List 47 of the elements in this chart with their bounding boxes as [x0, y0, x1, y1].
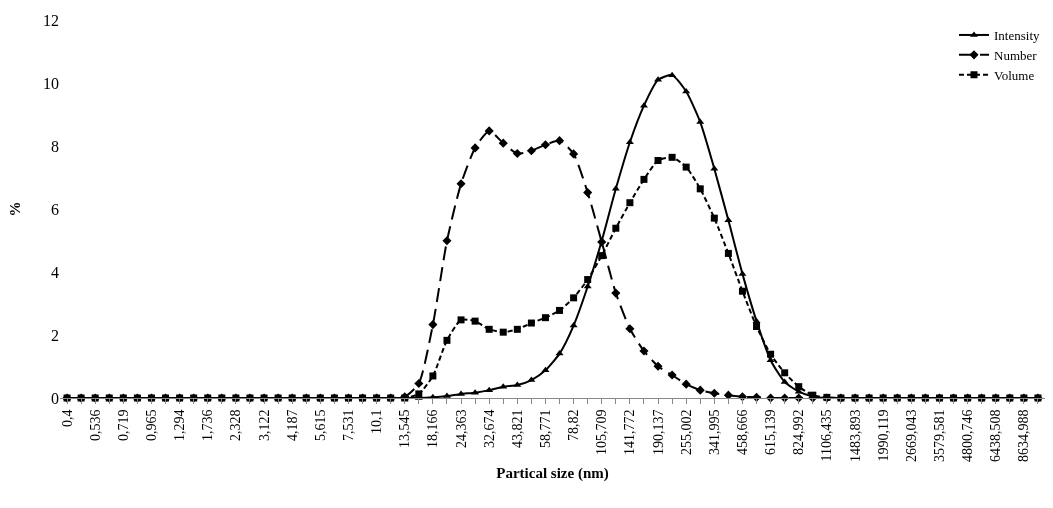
x-tick-label: 24,363: [453, 409, 469, 449]
x-tick-label: 0,719: [115, 409, 131, 442]
y-tick-label: 8: [51, 137, 59, 155]
x-tick-label: 3,122: [256, 409, 272, 442]
x-tick-label: 78,82: [566, 409, 582, 442]
x-tick-label: 43,821: [509, 409, 525, 449]
x-tick-label: 1,294: [172, 409, 188, 442]
x-tick-label: 0,536: [87, 409, 103, 442]
x-tick-label: 4800,746: [960, 409, 976, 463]
x-tick-label: 0,4: [59, 409, 75, 428]
x-tick-label: 615,139: [763, 409, 779, 456]
x-tick-label: 0,965: [144, 409, 160, 442]
x-tick-label: 105,709: [594, 409, 610, 456]
x-tick-label: 141,772: [622, 409, 638, 456]
x-tick-label: 1990,119: [875, 409, 891, 462]
x-tick-label: 2,328: [228, 409, 244, 442]
x-tick-label: 6438,508: [988, 409, 1004, 463]
x-tick-label: 7,531: [341, 409, 357, 442]
x-tick-label: 1483,893: [847, 409, 863, 463]
x-tick-label: 190,137: [650, 409, 666, 456]
x-tick-label: 13,545: [397, 409, 413, 449]
legend-label: Number: [994, 47, 1038, 63]
x-tick-label: 18,166: [425, 409, 441, 449]
y-axis-title: %: [7, 201, 23, 217]
x-tick-label: 1,736: [200, 409, 216, 442]
y-tick-label: 10: [43, 74, 59, 92]
x-tick-label: 341,995: [706, 409, 722, 456]
x-tick-label: 5,615: [312, 409, 328, 442]
x-tick-label: 824,992: [791, 409, 807, 456]
x-tick-label: 4,187: [284, 409, 300, 442]
y-tick-label: 2: [51, 326, 59, 344]
x-tick-label: 1106,435: [819, 409, 835, 462]
legend-label: Volume: [994, 67, 1035, 83]
legend-label: Intensity: [994, 28, 1040, 44]
x-tick-label: 8634,988: [1016, 409, 1032, 463]
x-tick-label: 10,1: [369, 409, 385, 435]
y-tick-label: 12: [43, 11, 59, 29]
x-tick-label: 3579,581: [932, 409, 948, 463]
y-tick-label: 6: [51, 200, 59, 218]
y-tick-label: 0: [51, 389, 59, 407]
x-tick-label: 32,674: [481, 409, 497, 449]
x-tick-label: 458,666: [735, 409, 751, 456]
x-tick-label: 58,771: [538, 409, 554, 449]
x-tick-label: 2669,043: [903, 409, 919, 463]
x-tick-label: 255,002: [678, 409, 694, 456]
x-axis-title: Partical size (nm): [496, 465, 609, 483]
y-tick-label: 4: [51, 263, 59, 281]
